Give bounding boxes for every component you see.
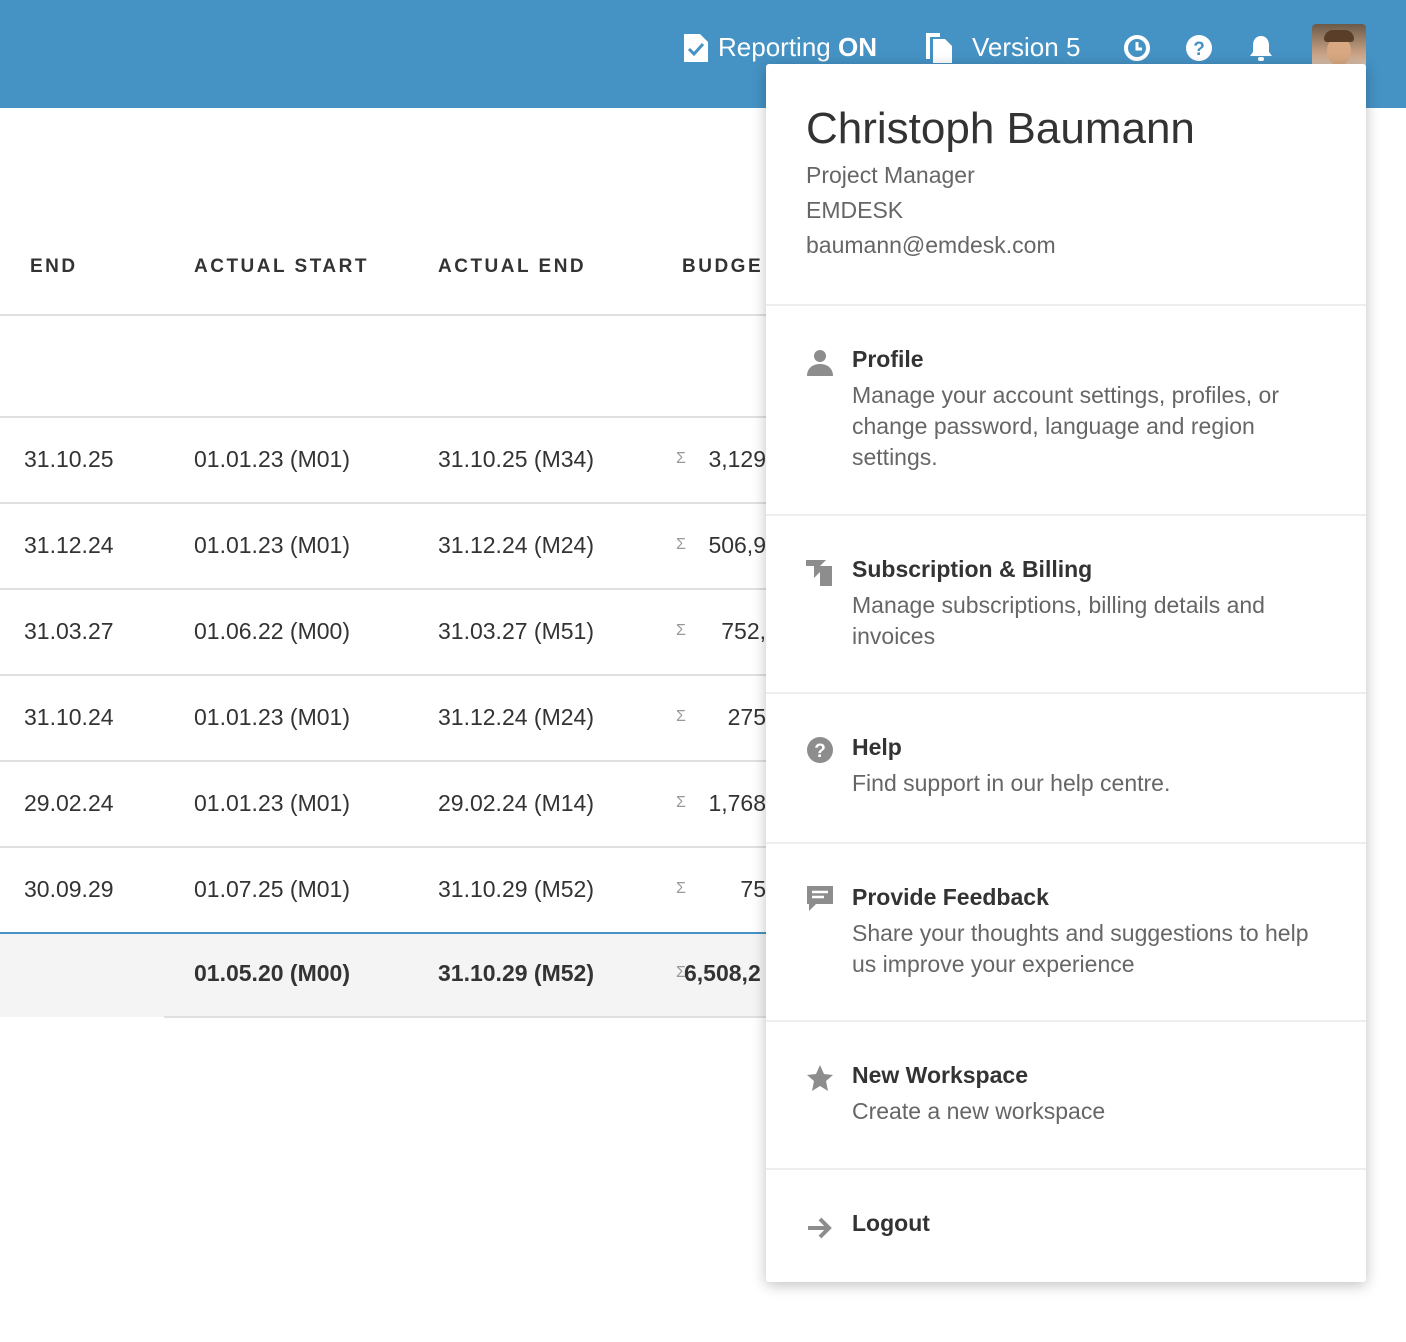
- star-icon: [807, 1065, 833, 1091]
- notifications-bell-icon[interactable]: [1247, 34, 1275, 62]
- sigma-icon: Σ: [676, 622, 686, 639]
- report-check-icon: [684, 33, 708, 62]
- cell-budget: 3,129: [708, 446, 766, 472]
- cell-actual-start: 01.07.25 (M01): [194, 876, 350, 902]
- total-actual-end: 31.10.29 (M52): [438, 960, 594, 986]
- history-icon[interactable]: [1123, 34, 1151, 62]
- total-budget: 6,508,2: [684, 960, 761, 986]
- billing-icon: [806, 560, 832, 586]
- menu-item-profile[interactable]: Profile Manage your account settings, pr…: [766, 304, 1366, 514]
- cell-actual-start: 01.06.22 (M00): [194, 618, 350, 644]
- cell-end: 31.10.25: [24, 446, 114, 472]
- row-divider: [0, 846, 766, 848]
- cell-end: 31.10.24: [24, 704, 114, 730]
- cell-actual-end: 31.12.24 (M24): [438, 704, 594, 730]
- menu-item-description: Share your thoughts and suggestions to h…: [852, 920, 1309, 977]
- total-divider: [0, 932, 766, 934]
- sigma-icon: Σ: [676, 708, 686, 725]
- reporting-toggle[interactable]: Reporting ON: [684, 32, 877, 63]
- menu-item-title: New Workspace: [852, 1062, 1028, 1088]
- reporting-label: Reporting: [718, 32, 831, 62]
- menu-item-title: Logout: [852, 1210, 930, 1236]
- cell-end: 30.09.29: [24, 876, 114, 902]
- feedback-comment-icon: [807, 886, 833, 911]
- svg-text:?: ?: [1193, 39, 1205, 60]
- user-role: Project Manager: [806, 162, 975, 188]
- col-header-end[interactable]: END: [30, 256, 78, 277]
- divider: [0, 416, 766, 418]
- total-row: 01.05.20 (M00) 31.10.29 (M52) Σ 6,508,2: [0, 934, 766, 1017]
- menu-item-title: Subscription & Billing: [852, 556, 1093, 582]
- version-label: Version 5: [972, 32, 1081, 62]
- sigma-icon: Σ: [676, 880, 686, 897]
- menu-item-title: Help: [852, 734, 902, 760]
- menu-item-subscription-billing[interactable]: Subscription & Billing Manage subscripti…: [766, 514, 1366, 692]
- cell-end: 31.03.27: [24, 618, 114, 644]
- total-actual-start: 01.05.20 (M00): [194, 960, 350, 986]
- menu-item-feedback[interactable]: Provide Feedback Share your thoughts and…: [766, 842, 1366, 1020]
- cell-end: 31.12.24: [24, 532, 114, 558]
- menu-item-description: Manage your account settings, profiles, …: [852, 382, 1280, 470]
- row-divider: [0, 674, 766, 676]
- row-divider: [0, 502, 766, 504]
- divider: [164, 1016, 766, 1018]
- menu-item-title: Profile: [852, 346, 924, 372]
- cell-end: 29.02.24: [24, 790, 114, 816]
- user-email: baumann@emdesk.com: [806, 232, 1056, 258]
- menu-item-new-workspace[interactable]: New Workspace Create a new workspace: [766, 1020, 1366, 1168]
- cell-budget: 1,768: [708, 790, 766, 816]
- cell-actual-end: 31.10.29 (M52): [438, 876, 594, 902]
- cell-actual-start: 01.01.23 (M01): [194, 790, 350, 816]
- reporting-state: ON: [837, 32, 877, 62]
- menu-item-logout[interactable]: Logout: [766, 1168, 1366, 1282]
- versions-icon: [926, 32, 952, 63]
- cell-actual-start: 01.01.23 (M01): [194, 532, 350, 558]
- sigma-icon: Σ: [676, 536, 686, 553]
- user-menu-dropdown: Christoph Baumann Project Manager EMDESK…: [766, 64, 1366, 1282]
- help-circle-icon: ?: [807, 737, 833, 763]
- divider: [0, 314, 766, 316]
- logout-arrow-icon: [808, 1217, 832, 1239]
- sigma-icon: Σ: [676, 450, 686, 467]
- user-name: Christoph Baumann: [806, 104, 1195, 153]
- col-header-actual-end[interactable]: ACTUAL END: [438, 256, 587, 277]
- cell-budget: 75: [740, 876, 766, 902]
- col-header-budget[interactable]: BUDGE: [682, 256, 764, 277]
- user-company: EMDESK: [806, 197, 904, 223]
- sigma-icon: Σ: [676, 964, 686, 981]
- cell-actual-end: 31.03.27 (M51): [438, 618, 594, 644]
- cell-actual-end: 31.10.25 (M34): [438, 446, 594, 472]
- cell-budget: 506,9: [708, 532, 766, 558]
- row-divider: [0, 760, 766, 762]
- cell-actual-end: 29.02.24 (M14): [438, 790, 594, 816]
- menu-item-title: Provide Feedback: [852, 884, 1049, 910]
- top-bar: Reporting ON Version 5 ?: [0, 0, 1406, 108]
- cell-actual-start: 01.01.23 (M01): [194, 446, 350, 472]
- cell-actual-start: 01.01.23 (M01): [194, 704, 350, 730]
- cell-budget: 275: [727, 704, 766, 730]
- version-selector[interactable]: Version 5: [926, 32, 1080, 63]
- cell-budget: 752,: [721, 618, 766, 644]
- sigma-icon: Σ: [676, 794, 686, 811]
- person-icon: [807, 350, 833, 376]
- menu-item-description: Create a new workspace: [852, 1098, 1106, 1124]
- menu-item-help[interactable]: ? Help Find support in our help centre.: [766, 692, 1366, 842]
- row-divider: [0, 588, 766, 590]
- col-header-actual-start[interactable]: ACTUAL START: [194, 256, 369, 277]
- menu-item-description: Manage subscriptions, billing details an…: [852, 592, 1265, 649]
- help-icon[interactable]: ?: [1185, 34, 1213, 62]
- menu-item-description: Find support in our help centre.: [852, 770, 1171, 796]
- svg-text:?: ?: [814, 741, 826, 762]
- cell-actual-end: 31.12.24 (M24): [438, 532, 594, 558]
